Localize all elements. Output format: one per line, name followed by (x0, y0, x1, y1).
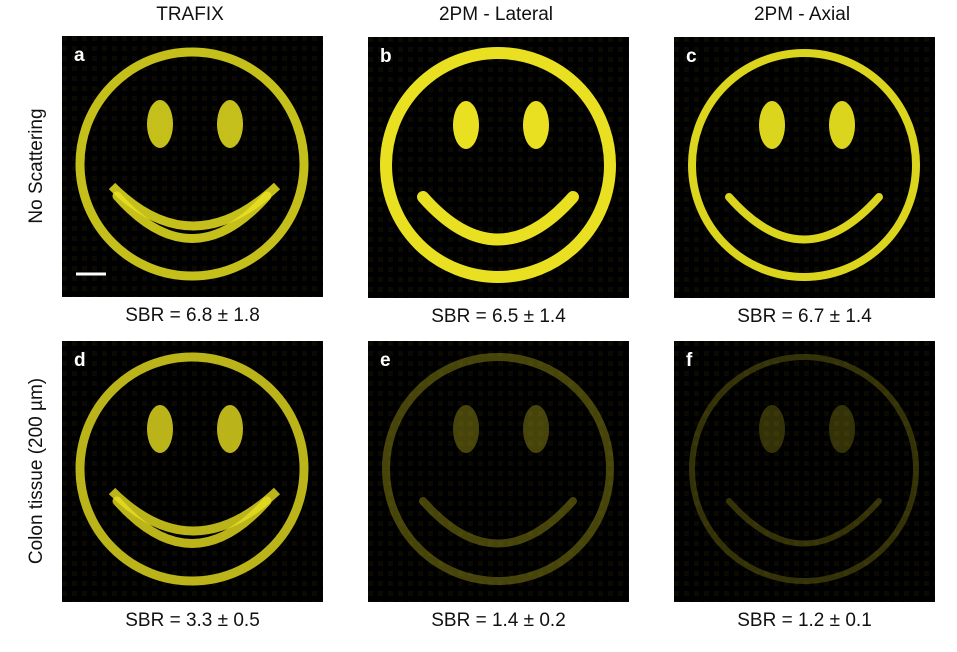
panel-background (674, 341, 935, 602)
smile (725, 193, 883, 244)
panel-letter: f (686, 350, 693, 371)
face-ring (688, 49, 920, 281)
image-panel: d (62, 341, 323, 602)
sbr-label: SBR = 1.2 ± 0.1 (737, 610, 872, 631)
panel-letter: a (74, 45, 85, 66)
row-label: No Scattering (26, 108, 47, 223)
panel-background (62, 36, 323, 297)
eye (523, 101, 549, 149)
panel-background (62, 341, 323, 602)
smile-echo (108, 487, 281, 536)
panel-letter: e (380, 350, 391, 371)
eye (829, 101, 855, 149)
panel-letter: d (74, 350, 86, 371)
smile (419, 497, 577, 548)
column-header: 2PM - Lateral (439, 4, 553, 25)
smile-echo (108, 182, 281, 231)
eye (829, 405, 855, 453)
eye (453, 101, 479, 149)
face-ring (382, 353, 614, 585)
smile (726, 498, 882, 547)
eye (453, 405, 479, 453)
eye (523, 405, 549, 453)
eye (147, 405, 173, 453)
smile (417, 191, 579, 246)
image-panel: e (368, 341, 629, 602)
sbr-label: SBR = 6.8 ± 1.8 (125, 305, 260, 326)
sbr-label: SBR = 6.7 ± 1.4 (737, 306, 872, 327)
face-ring (75, 352, 309, 586)
eye (217, 405, 243, 453)
image-panel: b (368, 37, 629, 298)
panel-letter: c (686, 46, 697, 67)
smile (112, 496, 272, 548)
row-label: Colon tissue (200 µm) (26, 378, 47, 564)
image-panel: a (62, 36, 323, 297)
panel-background (674, 37, 935, 298)
eye (217, 100, 243, 148)
eye (759, 101, 785, 149)
sbr-label: SBR = 1.4 ± 0.2 (431, 610, 566, 631)
image-panel: f (674, 341, 935, 602)
sbr-label: SBR = 3.3 ± 0.5 (125, 610, 260, 631)
face-ring (75, 47, 309, 281)
column-header: 2PM - Axial (754, 4, 850, 25)
face-ring (380, 47, 616, 283)
column-header: TRAFIX (156, 4, 224, 25)
panel-background (368, 37, 629, 298)
sbr-label: SBR = 6.5 ± 1.4 (431, 306, 566, 327)
eye (759, 405, 785, 453)
face-ring (689, 354, 919, 584)
eye (147, 100, 173, 148)
image-panel: c (674, 37, 935, 298)
smile (112, 191, 272, 243)
panel-letter: b (380, 46, 392, 67)
panel-background (368, 341, 629, 602)
